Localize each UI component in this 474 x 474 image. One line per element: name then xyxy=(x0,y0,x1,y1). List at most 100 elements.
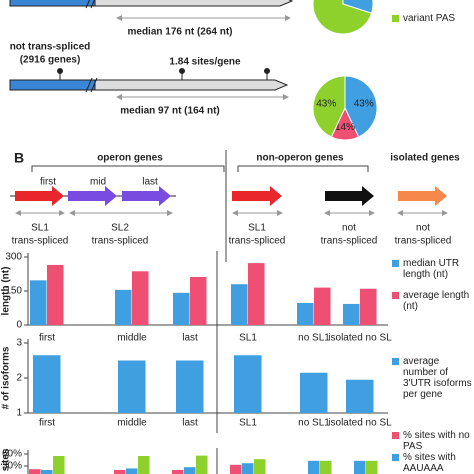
bar xyxy=(366,460,378,474)
panel-label: B xyxy=(14,150,24,166)
y-tick-label: 1 xyxy=(16,408,22,419)
x-tick-label: isolated no SL xyxy=(328,418,392,429)
y-tick-label: 60% xyxy=(2,449,22,460)
utr5-box xyxy=(9,0,96,7)
bar xyxy=(234,355,262,413)
legend-label: average length (nt) xyxy=(403,290,470,312)
bar xyxy=(230,464,242,474)
bar xyxy=(360,288,377,325)
count-text: (2916 genes) xyxy=(20,55,81,66)
bar xyxy=(320,460,332,474)
splice-type: SL2 xyxy=(111,223,129,234)
y-tick-label: 150 xyxy=(5,286,22,297)
splice-type: SL1 xyxy=(31,223,49,234)
bar xyxy=(343,303,360,325)
bracket xyxy=(31,165,369,172)
bar xyxy=(30,280,47,325)
sites-text: 1.84 sites/gene xyxy=(169,57,241,68)
legend-swatch xyxy=(392,358,399,365)
y-axis-label: of sites xyxy=(1,448,12,474)
bar xyxy=(115,289,132,325)
median-text: median 176 nt (264 nt) xyxy=(127,27,232,38)
legend-swatch xyxy=(392,432,399,439)
gene-arrow xyxy=(68,186,117,206)
bar xyxy=(132,271,149,325)
legend-swatch xyxy=(392,454,399,461)
gene-label: mid xyxy=(90,177,106,188)
bar xyxy=(190,276,207,325)
gene-arrow xyxy=(325,186,374,206)
bar xyxy=(172,470,184,474)
splice-note: trans-spliced xyxy=(395,236,452,247)
legend-label: % sites with no PAS xyxy=(403,430,470,452)
splice-note: trans-spliced xyxy=(229,236,286,247)
legend-entry: % sites with no PAS xyxy=(392,430,472,452)
legend-entry: % sites with AAUAAA xyxy=(392,452,472,474)
legend-entry: average length (nt) xyxy=(392,290,472,312)
slice-label: 43% xyxy=(354,98,374,109)
y-tick-label: 30% xyxy=(2,461,22,472)
bar xyxy=(29,469,41,474)
utr3-arrow xyxy=(94,79,289,91)
bar xyxy=(308,460,320,474)
legend-entry: variant PAS xyxy=(392,13,472,24)
bar xyxy=(196,455,208,474)
bar xyxy=(53,456,65,474)
group-label: non-operon genes xyxy=(256,153,344,164)
bar xyxy=(138,456,150,474)
y-tick-label: 2 xyxy=(16,373,22,384)
gene-arrow xyxy=(15,186,64,206)
gene-arrow xyxy=(232,186,282,206)
pie-slice xyxy=(312,75,346,138)
x-tick-label: last xyxy=(182,333,198,344)
bar xyxy=(126,468,138,474)
y-tick-label: 300 xyxy=(5,252,22,263)
status-text: not trans-spliced xyxy=(10,42,91,53)
gene-label: last xyxy=(142,177,158,188)
x-tick-label: SL1 xyxy=(239,418,257,429)
legend-swatch xyxy=(392,15,399,22)
gene-arrow xyxy=(398,186,447,206)
bar xyxy=(254,459,266,474)
pie-slice xyxy=(344,75,378,138)
slice-label: 43% xyxy=(316,98,336,109)
legend-swatch xyxy=(392,292,399,299)
x-tick-label: first xyxy=(39,333,55,344)
group-label: operon genes xyxy=(97,153,163,164)
bar xyxy=(173,292,190,325)
bar xyxy=(118,360,146,413)
bar xyxy=(33,355,61,413)
splice-note: trans-spliced xyxy=(92,236,149,247)
x-tick-label: last xyxy=(182,418,198,429)
bar xyxy=(314,287,331,325)
pie-slice xyxy=(342,0,374,14)
splice-note: trans-spliced xyxy=(12,236,69,247)
break-mark xyxy=(85,77,98,93)
legend-entry: average number of 3'UTR isoforms per gen… xyxy=(392,356,472,400)
x-tick-label: isolated no SL xyxy=(328,333,392,344)
bar xyxy=(47,264,64,325)
legend-label: median UTR length (nt) xyxy=(403,258,460,280)
utr5-box xyxy=(9,79,96,91)
bar xyxy=(41,470,53,474)
x-tick-label: middle xyxy=(117,418,147,429)
median-text: median 97 nt (164 nt) xyxy=(120,106,219,117)
y-axis-label: # of isoforms xyxy=(1,346,12,409)
group-label: isolated genes xyxy=(390,153,460,164)
slice-label: 14% xyxy=(335,122,355,133)
bar xyxy=(297,303,314,325)
bar xyxy=(354,460,366,474)
bar xyxy=(184,467,196,474)
bar xyxy=(248,263,265,325)
x-tick-label: no SL1 xyxy=(298,333,330,344)
splice-type: not xyxy=(342,223,356,234)
bar xyxy=(176,360,204,413)
x-tick-label: no SL1 xyxy=(298,418,330,429)
y-axis-label: length (nt) xyxy=(1,267,12,316)
x-tick-label: SL1 xyxy=(239,333,257,344)
splice-type: SL1 xyxy=(248,223,266,234)
legend-label: % sites with AAUAAA xyxy=(403,452,456,474)
legend-label: variant PAS xyxy=(403,13,456,24)
gene-arrow xyxy=(122,186,171,206)
